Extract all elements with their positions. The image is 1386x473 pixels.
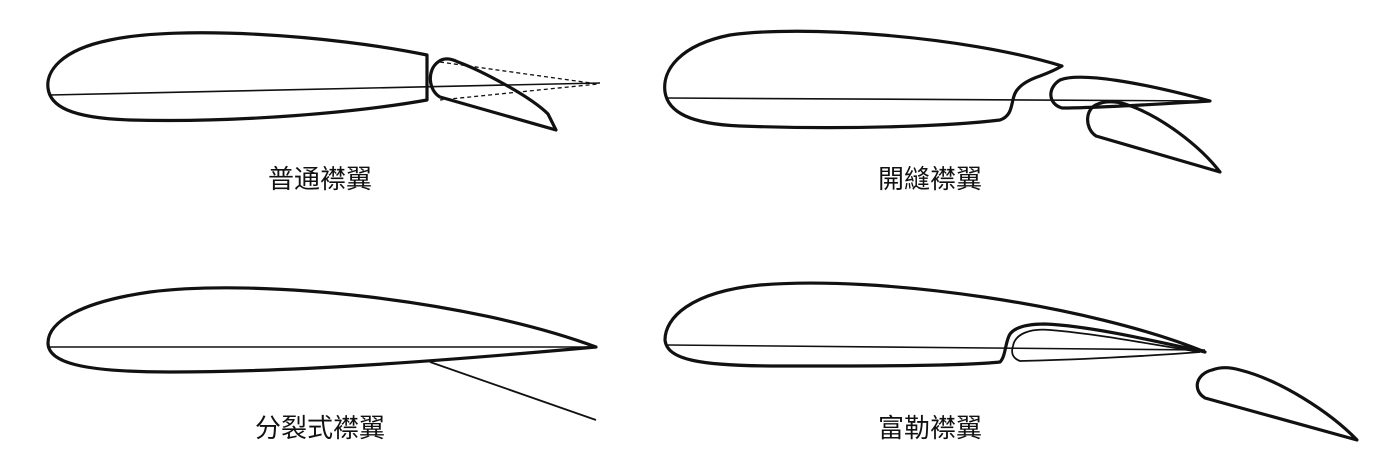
- plain-flap-deflected-flap: [428, 57, 558, 132]
- slotted-flap-panel: 開縫襟翼: [663, 29, 1222, 195]
- split-flap-airfoil: [46, 286, 598, 374]
- fowler-flap-caption: 富勒襟翼: [878, 414, 982, 444]
- slotted-flap-chord-line: [667, 97, 1211, 102]
- plain-flap-panel: 普通襟翼: [46, 31, 601, 195]
- split-flap-plate: [429, 361, 597, 421]
- fowler-flap-cove-outline: [1011, 328, 1201, 362]
- slotted-flap-wing-body: [663, 29, 1064, 130]
- fowler-flap-extended-flap: [1195, 366, 1359, 442]
- fowler-flap-panel: 富勒襟翼: [663, 281, 1359, 444]
- plain-flap-wing-body: [46, 31, 429, 123]
- slotted-flap-retracted-flap: [1049, 75, 1212, 110]
- split-flap-caption: 分裂式襟翼: [255, 414, 385, 444]
- fowler-flap-wing-body: [663, 281, 1207, 368]
- slotted-flap-caption: 開縫襟翼: [878, 165, 982, 195]
- plain-flap-caption: 普通襟翼: [268, 165, 372, 195]
- split-flap-panel: 分裂式襟翼: [46, 286, 598, 444]
- slotted-flap-deflected-flap: [1086, 100, 1222, 174]
- fowler-flap-chord-line: [667, 344, 1206, 351]
